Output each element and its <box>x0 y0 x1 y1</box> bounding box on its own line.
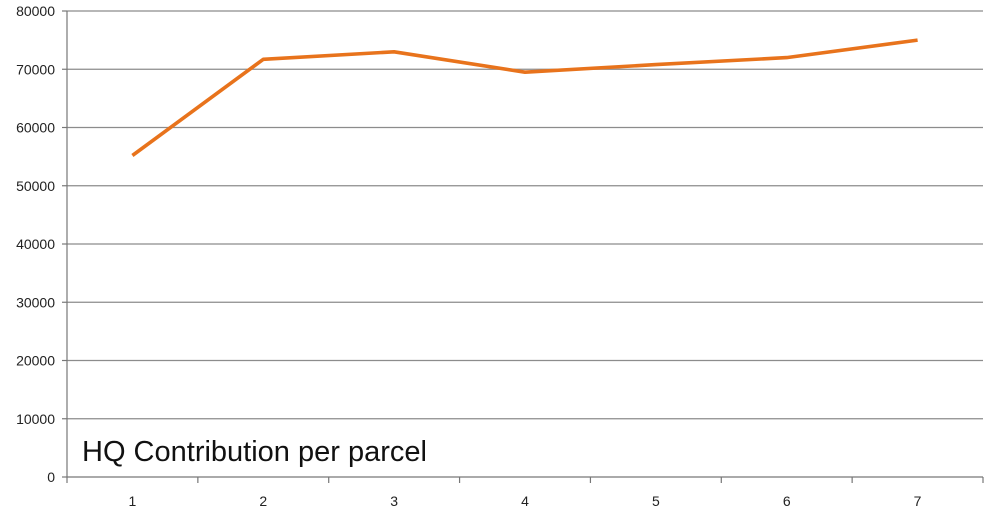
y-tick-label: 60000 <box>16 120 55 136</box>
x-axis-tick-labels: 1 2 3 4 5 6 7 <box>129 493 922 509</box>
x-tick-label: 2 <box>259 493 267 509</box>
chart-title: HQ Contribution per parcel <box>82 436 427 468</box>
data-series <box>131 38 918 157</box>
x-tick-label: 6 <box>783 493 791 509</box>
y-tick-label: 70000 <box>16 61 55 77</box>
y-tick-label: 20000 <box>16 353 55 369</box>
y-tick-label: 30000 <box>16 294 55 310</box>
y-tick-label: 50000 <box>16 178 55 194</box>
gridlines <box>67 10 983 420</box>
x-tick-label: 5 <box>652 493 660 509</box>
y-tick-label: 10000 <box>16 411 55 427</box>
x-tick-label: 7 <box>914 493 922 509</box>
series-line <box>131 38 918 157</box>
x-tick-label: 3 <box>390 493 398 509</box>
y-tick-label: 0 <box>47 469 55 485</box>
x-tick-label: 4 <box>521 493 529 509</box>
y-tick-label: 80000 <box>16 3 55 19</box>
y-tick-label: 40000 <box>16 236 55 252</box>
x-tick-label: 1 <box>129 493 137 509</box>
axes <box>62 10 984 483</box>
y-axis-tick-labels: 0 10000 20000 30000 40000 50000 60000 70000 8000… <box>16 3 55 485</box>
